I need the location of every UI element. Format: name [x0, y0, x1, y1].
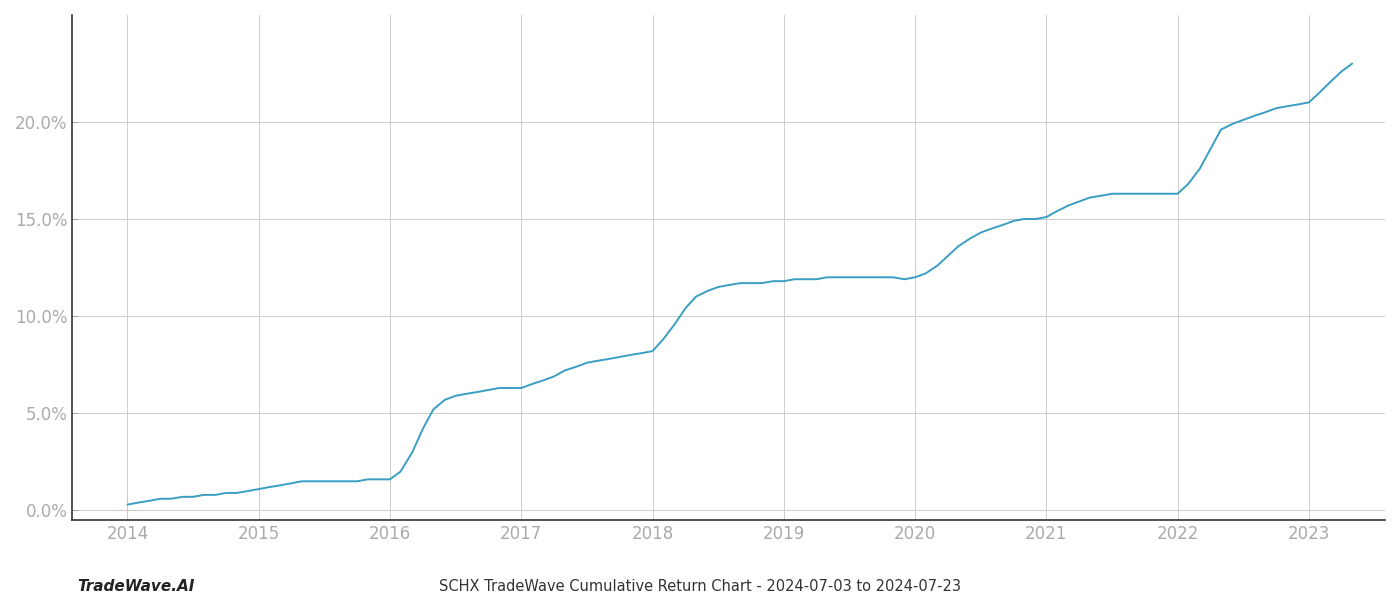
Text: SCHX TradeWave Cumulative Return Chart - 2024-07-03 to 2024-07-23: SCHX TradeWave Cumulative Return Chart -…: [440, 579, 960, 594]
Text: TradeWave.AI: TradeWave.AI: [77, 579, 195, 594]
